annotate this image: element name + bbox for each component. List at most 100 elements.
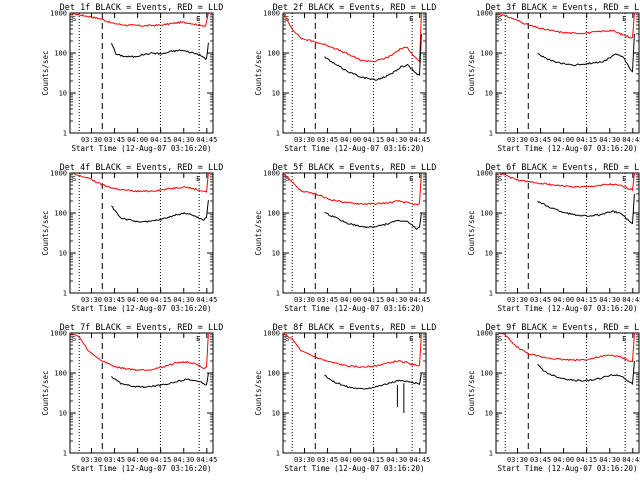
x-tick-label: 04:30 (599, 136, 620, 144)
x-tick-label: 03:30 (81, 456, 102, 464)
lld-series-line (70, 13, 209, 27)
start-marker: S (498, 175, 502, 183)
start-marker: S (285, 335, 289, 343)
y-axis-label: Counts/sec (41, 210, 50, 255)
y-tick-label: 100 (267, 370, 280, 378)
x-tick-label: 04:45 (622, 296, 640, 304)
y-axis-label: Counts/sec (41, 50, 50, 95)
x-tick-label: 03:30 (81, 136, 102, 144)
panel-title: Det 2f BLACK = Events, RED = LLD (273, 3, 437, 13)
y-tick-label: 100 (54, 210, 67, 218)
x-tick-label: 03:30 (507, 136, 528, 144)
y-tick-label: 1000 (50, 10, 67, 18)
y-tick-label: 1000 (476, 170, 493, 178)
end-marker: E (622, 175, 626, 183)
y-tick-label: 100 (480, 50, 493, 58)
y-axis-label: Counts/sec (254, 370, 263, 415)
x-axis-label: Start Time (12-Aug-07 03:16:20) (72, 144, 212, 153)
y-tick-label: 10 (59, 250, 67, 258)
end-marker: E (409, 175, 413, 183)
y-tick-label: 1 (489, 450, 493, 458)
x-tick-label: 04:45 (622, 456, 640, 464)
end-marker: E (622, 15, 626, 23)
panel-6: Det 6f BLACK = Events, RED = LLD 1 10 100 10… (467, 163, 640, 313)
y-tick-label: 100 (267, 210, 280, 218)
x-tick-label: 04:00 (127, 296, 148, 304)
x-tick-label: 04:15 (363, 136, 384, 144)
x-tick-label: 04:15 (150, 456, 171, 464)
lld-series-line (496, 13, 635, 39)
panel-title: Det 9f BLACK = Events, RED = LLD (486, 323, 640, 333)
y-tick-label: 1000 (476, 330, 493, 338)
plot-frame (282, 172, 427, 294)
events-series-line (111, 372, 209, 389)
plot-frame (495, 172, 640, 294)
x-tick-label: 03:45 (317, 296, 338, 304)
y-tick-label: 10 (485, 410, 493, 418)
panel-5: Det 5f BLACK = Events, RED = LLD 1 10 100 10… (254, 163, 436, 313)
y-tick-label: 10 (485, 90, 493, 98)
x-tick-label: 04:00 (553, 296, 574, 304)
plot-frame (282, 12, 427, 134)
x-tick-label: 04:15 (363, 296, 384, 304)
x-tick-label: 03:30 (294, 296, 315, 304)
panel-3: Det 3f BLACK = Events, RED = LLD 1 10 100 10… (467, 3, 640, 153)
y-tick-label: 1 (489, 290, 493, 298)
x-tick-label: 04:15 (576, 136, 597, 144)
y-tick-label: 10 (272, 90, 280, 98)
panel-title: Det 7f BLACK = Events, RED = LLD (60, 323, 224, 333)
end-marker: E (196, 335, 200, 343)
lld-series-line (283, 173, 422, 206)
start-marker: S (498, 335, 502, 343)
lld-series-line (70, 173, 209, 194)
x-tick-label: 04:30 (599, 456, 620, 464)
x-tick-label: 04:15 (576, 296, 597, 304)
x-axis-label: Start Time (12-Aug-07 03:16:20) (72, 304, 212, 313)
x-tick-label: 03:30 (294, 136, 315, 144)
panel-title: Det 4f BLACK = Events, RED = LLD (60, 163, 224, 173)
x-tick-label: 04:00 (340, 456, 361, 464)
x-tick-label: 03:45 (104, 296, 125, 304)
x-tick-label: 04:00 (553, 136, 574, 144)
x-axis-label: Start Time (12-Aug-07 03:16:20) (498, 464, 638, 473)
x-tick-label: 04:00 (340, 296, 361, 304)
x-tick-label: 03:30 (294, 456, 315, 464)
y-tick-label: 100 (480, 210, 493, 218)
plot-frame (282, 332, 427, 454)
x-tick-label: 04:30 (386, 136, 407, 144)
panel-4: Det 4f BLACK = Events, RED = LLD 1 10 100 10… (41, 163, 223, 313)
events-series-line (324, 33, 422, 81)
y-tick-label: 1 (276, 290, 280, 298)
x-tick-label: 04:45 (409, 296, 430, 304)
x-axis-label: Start Time (12-Aug-07 03:16:20) (285, 304, 425, 313)
x-tick-label: 03:45 (317, 456, 338, 464)
y-tick-label: 1 (276, 450, 280, 458)
panel-7: Det 7f BLACK = Events, RED = LLD 1 10 100 10… (41, 323, 223, 473)
lld-series-line (283, 13, 422, 64)
y-tick-label: 1 (63, 450, 67, 458)
y-axis-label: Counts/sec (467, 370, 476, 415)
panel-1: Det 1f BLACK = Events, RED = LLD 1 10 100 10… (41, 3, 223, 153)
x-tick-label: 03:45 (104, 136, 125, 144)
x-tick-label: 04:45 (409, 136, 430, 144)
end-marker: E (409, 335, 413, 343)
y-axis-label: Counts/sec (41, 370, 50, 415)
x-axis-label: Start Time (12-Aug-07 03:16:20) (498, 144, 638, 153)
end-marker: E (196, 15, 200, 23)
x-tick-label: 03:30 (81, 296, 102, 304)
x-axis-label: Start Time (12-Aug-07 03:16:20) (498, 304, 638, 313)
x-tick-label: 04:30 (386, 296, 407, 304)
panel-title: Det 5f BLACK = Events, RED = LLD (273, 163, 437, 173)
x-tick-label: 04:45 (196, 136, 217, 144)
x-tick-label: 03:30 (507, 296, 528, 304)
panel-title: Det 1f BLACK = Events, RED = LLD (60, 3, 224, 13)
plot-frame (69, 172, 214, 294)
y-tick-label: 1000 (263, 330, 280, 338)
x-tick-label: 04:00 (553, 456, 574, 464)
plot-frame (69, 12, 214, 134)
panel-title: Det 3f BLACK = Events, RED = LLD (486, 3, 640, 13)
y-tick-label: 1000 (476, 10, 493, 18)
x-tick-label: 03:45 (317, 136, 338, 144)
y-tick-label: 10 (272, 250, 280, 258)
lld-series-line (283, 333, 422, 369)
